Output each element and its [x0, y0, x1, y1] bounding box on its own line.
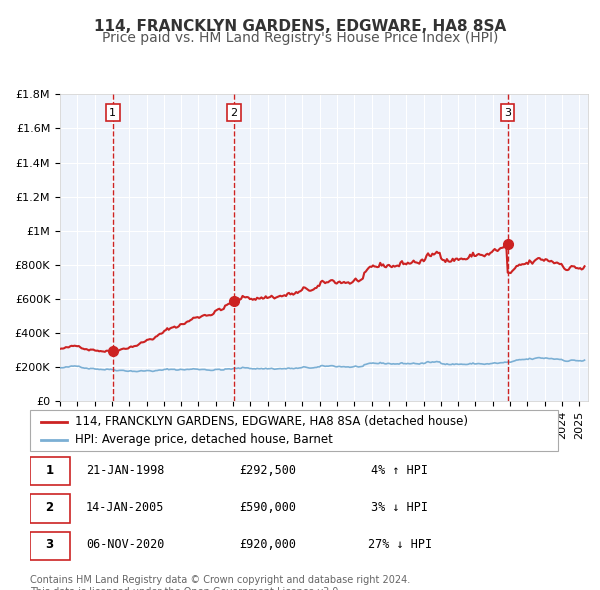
HPI: Average price, detached house, Barnet: (2e+03, 1.88e+05): Average price, detached house, Barnet: (…	[107, 366, 115, 373]
FancyBboxPatch shape	[30, 532, 70, 560]
HPI: Average price, detached house, Barnet: (2.02e+03, 2.56e+05): Average price, detached house, Barnet: (…	[535, 354, 542, 361]
Text: 114, FRANCKLYN GARDENS, EDGWARE, HA8 8SA: 114, FRANCKLYN GARDENS, EDGWARE, HA8 8SA	[94, 19, 506, 34]
114, FRANCKLYN GARDENS, EDGWARE, HA8 8SA (detached house)	[109, 348, 116, 355]
Line: 114, FRANCKLYN GARDENS, EDGWARE, HA8 8SA (detached house): 114, FRANCKLYN GARDENS, EDGWARE, HA8 8SA…	[60, 245, 584, 352]
HPI: Average price, detached house, Barnet: (2e+03, 1.86e+05): Average price, detached house, Barnet: (…	[185, 366, 193, 373]
Text: £292,500: £292,500	[239, 464, 296, 477]
114, FRANCKLYN GARDENS, EDGWARE, HA8 8SA (detached house)	[185, 318, 193, 325]
HPI: Average price, detached house, Barnet: (2.02e+03, 2.17e+05): Average price, detached house, Barnet: (…	[457, 360, 464, 368]
HPI: Average price, detached house, Barnet: (2e+03, 1.95e+05): Average price, detached house, Barnet: (…	[56, 365, 64, 372]
114, FRANCKLYN GARDENS, EDGWARE, HA8 8SA (detached house)	[56, 345, 64, 352]
FancyBboxPatch shape	[30, 410, 558, 451]
Text: £590,000: £590,000	[239, 501, 296, 514]
114, FRANCKLYN GARDENS, EDGWARE, HA8 8SA (detached house)	[501, 241, 508, 248]
Text: 3: 3	[46, 538, 53, 551]
Text: 06-NOV-2020: 06-NOV-2020	[86, 538, 164, 551]
114, FRANCKLYN GARDENS, EDGWARE, HA8 8SA (detached house)	[101, 348, 109, 355]
HPI: Average price, detached house, Barnet: (2e+03, 1.74e+05): Average price, detached house, Barnet: (…	[133, 368, 140, 375]
Text: 21-JAN-1998: 21-JAN-1998	[86, 464, 164, 477]
HPI: Average price, detached house, Barnet: (2.03e+03, 2.41e+05): Average price, detached house, Barnet: (…	[581, 356, 588, 363]
114, FRANCKLYN GARDENS, EDGWARE, HA8 8SA (detached house)	[84, 346, 91, 353]
Text: £920,000: £920,000	[239, 538, 296, 551]
114, FRANCKLYN GARDENS, EDGWARE, HA8 8SA (detached house)	[581, 263, 588, 270]
HPI: Average price, detached house, Barnet: (2.01e+03, 1.91e+05): Average price, detached house, Barnet: (…	[280, 365, 287, 372]
Text: 2: 2	[46, 501, 53, 514]
Text: 3: 3	[504, 108, 511, 118]
Text: 27% ↓ HPI: 27% ↓ HPI	[368, 538, 431, 551]
Text: 114, FRANCKLYN GARDENS, EDGWARE, HA8 8SA (detached house): 114, FRANCKLYN GARDENS, EDGWARE, HA8 8SA…	[75, 415, 468, 428]
Line: HPI: Average price, detached house, Barnet: HPI: Average price, detached house, Barn…	[60, 358, 584, 372]
114, FRANCKLYN GARDENS, EDGWARE, HA8 8SA (detached house)	[457, 255, 464, 263]
Text: 2: 2	[230, 108, 238, 118]
Text: Price paid vs. HM Land Registry's House Price Index (HPI): Price paid vs. HM Land Registry's House …	[102, 31, 498, 45]
Text: HPI: Average price, detached house, Barnet: HPI: Average price, detached house, Barn…	[75, 433, 333, 446]
Text: 1: 1	[109, 108, 116, 118]
Text: 14-JAN-2005: 14-JAN-2005	[86, 501, 164, 514]
HPI: Average price, detached house, Barnet: (2e+03, 1.84e+05): Average price, detached house, Barnet: (…	[175, 366, 182, 373]
114, FRANCKLYN GARDENS, EDGWARE, HA8 8SA (detached house)	[280, 292, 287, 299]
114, FRANCKLYN GARDENS, EDGWARE, HA8 8SA (detached house)	[175, 323, 182, 330]
FancyBboxPatch shape	[30, 457, 70, 486]
Text: 1: 1	[46, 464, 53, 477]
FancyBboxPatch shape	[30, 494, 70, 523]
Text: 4% ↑ HPI: 4% ↑ HPI	[371, 464, 428, 477]
HPI: Average price, detached house, Barnet: (2e+03, 1.92e+05): Average price, detached house, Barnet: (…	[84, 365, 91, 372]
Text: 3% ↓ HPI: 3% ↓ HPI	[371, 501, 428, 514]
Text: Contains HM Land Registry data © Crown copyright and database right 2024.
This d: Contains HM Land Registry data © Crown c…	[30, 575, 410, 590]
